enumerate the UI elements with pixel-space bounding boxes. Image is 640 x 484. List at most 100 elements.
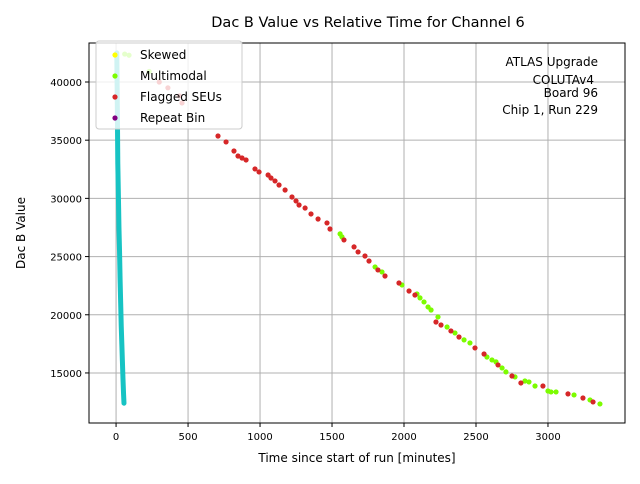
x-tick-label: 2500 bbox=[463, 432, 488, 443]
x-tick-label: 500 bbox=[179, 432, 198, 443]
multimodal-point bbox=[379, 269, 385, 275]
flagged-seus-point bbox=[351, 244, 357, 250]
flagged-seus-point bbox=[223, 139, 229, 145]
flagged-seus-point bbox=[355, 249, 361, 255]
multimodal-point bbox=[428, 307, 434, 313]
flagged-seus-point bbox=[256, 169, 262, 175]
flagged-seus-point bbox=[308, 211, 314, 217]
y-tick-label: 30000 bbox=[50, 194, 82, 205]
flagged-seus-point bbox=[481, 351, 487, 357]
flagged-seus-point bbox=[272, 178, 278, 184]
flagged-seus-point bbox=[239, 155, 245, 161]
multimodal-point bbox=[499, 365, 505, 371]
flagged-seus-point bbox=[438, 322, 444, 328]
annotation-line: ATLAS Upgrade bbox=[505, 55, 598, 69]
legend-label: Skewed bbox=[140, 48, 186, 62]
flagged-seus-point bbox=[448, 328, 454, 334]
flagged-seus-point bbox=[540, 383, 546, 389]
legend-marker bbox=[112, 73, 118, 79]
flagged-seus-point bbox=[252, 166, 258, 172]
flagged-seus-point bbox=[590, 399, 596, 405]
multimodal-point bbox=[489, 357, 495, 363]
run-annotation: ATLAS Upgrade COLUTAv4 Board 96 Chip 1, … bbox=[502, 55, 598, 117]
flagged-seus-point bbox=[327, 226, 333, 232]
legend-box bbox=[95, 40, 243, 130]
flagged-seus-point bbox=[315, 216, 321, 222]
x-tick-label: 1000 bbox=[247, 432, 272, 443]
flagged-seus-point bbox=[276, 182, 282, 188]
multimodal-point bbox=[522, 378, 528, 384]
flagged-seus-point bbox=[289, 194, 295, 200]
flagged-seus-point bbox=[302, 205, 308, 211]
y-axis-ticks: 15000 20000 25000 30000 35000 40000 bbox=[50, 78, 89, 380]
flagged-seus-point bbox=[375, 267, 381, 273]
flagged-seus-point bbox=[565, 391, 571, 397]
multimodal-point bbox=[461, 337, 467, 343]
multimodal-point bbox=[548, 389, 554, 395]
flagged-seus-point bbox=[324, 220, 330, 226]
legend-label: Flagged SEUs bbox=[140, 90, 222, 104]
flagged-seus-point bbox=[509, 373, 515, 379]
flagged-seus-point bbox=[396, 280, 402, 286]
multimodal-point bbox=[571, 392, 577, 398]
flagged-seus-point bbox=[412, 292, 418, 298]
legend-label: Multimodal bbox=[140, 69, 207, 83]
chart-title: Dac B Value vs Relative Time for Channel… bbox=[211, 15, 524, 31]
flagged-seus-point bbox=[296, 202, 302, 208]
flagged-seus-point bbox=[456, 334, 462, 340]
legend-marker bbox=[112, 52, 118, 58]
x-tick-label: 2000 bbox=[391, 432, 416, 443]
trace-layer bbox=[114, 50, 127, 406]
y-tick-label: 35000 bbox=[50, 136, 82, 147]
flagged-seus-point bbox=[406, 288, 412, 294]
x-axis-ticks: 0 500 1000 1500 2000 2500 3000 bbox=[113, 423, 561, 443]
flagged-seus-point bbox=[268, 175, 274, 181]
multimodal-point bbox=[421, 299, 427, 305]
grid bbox=[89, 43, 625, 423]
flagged-seus-point bbox=[293, 198, 299, 204]
legend-marker bbox=[112, 115, 118, 121]
flagged-seus-point bbox=[472, 345, 478, 351]
annotation-line: Chip 1, Run 229 bbox=[502, 103, 598, 117]
dac-trace-line bbox=[114, 50, 127, 406]
y-tick-label: 20000 bbox=[50, 311, 82, 322]
multimodal-point bbox=[452, 330, 458, 336]
y-tick-label: 25000 bbox=[50, 253, 82, 264]
multimodal-point bbox=[503, 369, 509, 375]
plot-frame bbox=[88, 42, 626, 424]
flagged-seus-point bbox=[495, 362, 501, 368]
flagged-seus-point bbox=[215, 133, 221, 139]
multimodal-point bbox=[553, 389, 559, 395]
x-tick-label: 0 bbox=[113, 432, 119, 443]
legend: Skewed Multimodal Flagged SEUs Repeat Bin bbox=[95, 40, 243, 130]
y-tick-label: 15000 bbox=[50, 369, 82, 380]
y-axis-label: Dac B Value bbox=[14, 197, 28, 269]
flagged-seus-point bbox=[580, 395, 586, 401]
x-tick-label: 1500 bbox=[319, 432, 344, 443]
legend-marker bbox=[112, 94, 118, 100]
flagged-seus-point bbox=[341, 237, 347, 243]
multimodal-point bbox=[532, 383, 538, 389]
flagged-seus-point bbox=[243, 157, 249, 163]
flagged-seus-point bbox=[362, 253, 368, 259]
annotation-line: Board 96 bbox=[544, 86, 598, 100]
multimodal-point bbox=[444, 324, 450, 330]
flagged-seus-point bbox=[282, 187, 288, 193]
multimodal-point bbox=[435, 314, 441, 320]
flagged-seus-point bbox=[366, 258, 372, 264]
annotation-line: COLUTAv4 bbox=[533, 73, 594, 87]
y-tick-label: 40000 bbox=[50, 78, 82, 89]
x-tick-label: 3000 bbox=[535, 432, 560, 443]
multimodal-point bbox=[526, 379, 532, 385]
multimodal-point bbox=[417, 295, 423, 301]
flagged-seus-point bbox=[382, 273, 388, 279]
flagged-seus-point bbox=[235, 153, 241, 159]
multimodal-point bbox=[467, 340, 473, 346]
multimodal-point bbox=[597, 401, 603, 407]
flagged-seus-point bbox=[231, 148, 237, 154]
legend-label: Repeat Bin bbox=[140, 111, 205, 125]
flagged-seus-point bbox=[433, 319, 439, 325]
x-axis-label: Time since start of run [minutes] bbox=[257, 451, 455, 465]
flagged-seus-point bbox=[518, 380, 524, 386]
